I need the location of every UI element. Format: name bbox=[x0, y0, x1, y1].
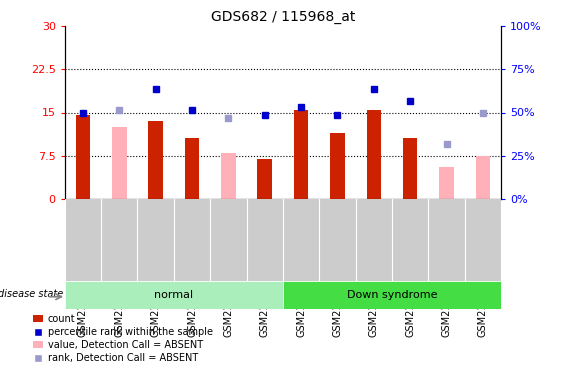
Bar bbox=[439, 167, 454, 199]
Bar bbox=[112, 127, 127, 199]
Bar bbox=[185, 138, 199, 199]
Legend: count, percentile rank within the sample, value, Detection Call = ABSENT, rank, : count, percentile rank within the sample… bbox=[33, 314, 213, 363]
Text: disease state: disease state bbox=[0, 289, 63, 299]
Bar bbox=[257, 159, 272, 199]
Text: normal: normal bbox=[154, 290, 193, 300]
Bar bbox=[75, 116, 90, 199]
Bar bbox=[403, 138, 417, 199]
Bar bbox=[65, 281, 283, 309]
Bar bbox=[149, 121, 163, 199]
Title: GDS682 / 115968_at: GDS682 / 115968_at bbox=[211, 10, 355, 24]
Bar bbox=[283, 281, 501, 309]
Bar bbox=[476, 156, 490, 199]
Bar bbox=[294, 110, 309, 199]
Bar bbox=[367, 110, 381, 199]
Bar bbox=[330, 133, 345, 199]
Text: Down syndrome: Down syndrome bbox=[347, 290, 437, 300]
Bar bbox=[221, 153, 236, 199]
